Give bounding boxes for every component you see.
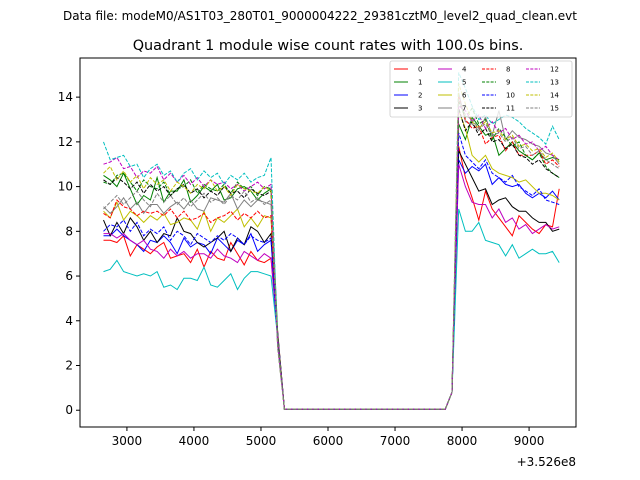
x-tick-label: 5000 [246, 434, 277, 448]
y-tick-label: 12 [58, 135, 73, 149]
y-tick-label: 2 [65, 359, 73, 373]
y-tick-label: 14 [58, 90, 73, 104]
figure-suptitle: Data file: modeM0/AS1T03_280T01_90000042… [63, 9, 577, 23]
legend-label-6: 6 [462, 92, 467, 100]
legend-label-8: 8 [506, 66, 510, 74]
x-tick-label: 7000 [380, 434, 411, 448]
legend-label-3: 3 [418, 105, 422, 113]
legend-label-14: 14 [550, 92, 559, 100]
y-tick-label: 6 [65, 269, 73, 283]
x-tick-label: 4000 [179, 434, 210, 448]
x-axis: 3000 4000 5000 6000 7000 8000 9000 [112, 427, 545, 448]
legend-label-11: 11 [506, 105, 515, 113]
legend-label-0: 0 [418, 66, 422, 74]
x-tick-label: 8000 [447, 434, 478, 448]
legend-label-13: 13 [550, 79, 559, 87]
x-tick-label: 6000 [313, 434, 344, 448]
legend-box [389, 60, 573, 118]
chart-title: Quadrant 1 module wise count rates with … [133, 38, 524, 54]
legend-label-2: 2 [418, 92, 422, 100]
y-axis: 0 2 4 6 8 10 12 14 [58, 90, 80, 417]
legend-label-5: 5 [462, 79, 466, 87]
series-line-15 [103, 99, 560, 410]
legend-label-4: 4 [462, 66, 467, 74]
y-tick-label: 0 [65, 403, 73, 417]
legend-label-10: 10 [506, 92, 515, 100]
legend-label-7: 7 [462, 105, 466, 113]
legend-label-12: 12 [550, 66, 559, 74]
legend-label-9: 9 [506, 79, 510, 87]
x-tick-label: 9000 [514, 434, 545, 448]
plot-area [79, 57, 577, 428]
y-tick-label: 8 [65, 224, 73, 238]
y-tick-label: 4 [65, 314, 73, 328]
y-tick-label: 10 [58, 180, 73, 194]
x-offset-label: +3.526e8 [517, 455, 576, 469]
series-layer [103, 72, 560, 410]
x-tick-label: 3000 [112, 434, 143, 448]
legend-label-1: 1 [418, 79, 422, 87]
legend-label-15: 15 [550, 105, 559, 113]
